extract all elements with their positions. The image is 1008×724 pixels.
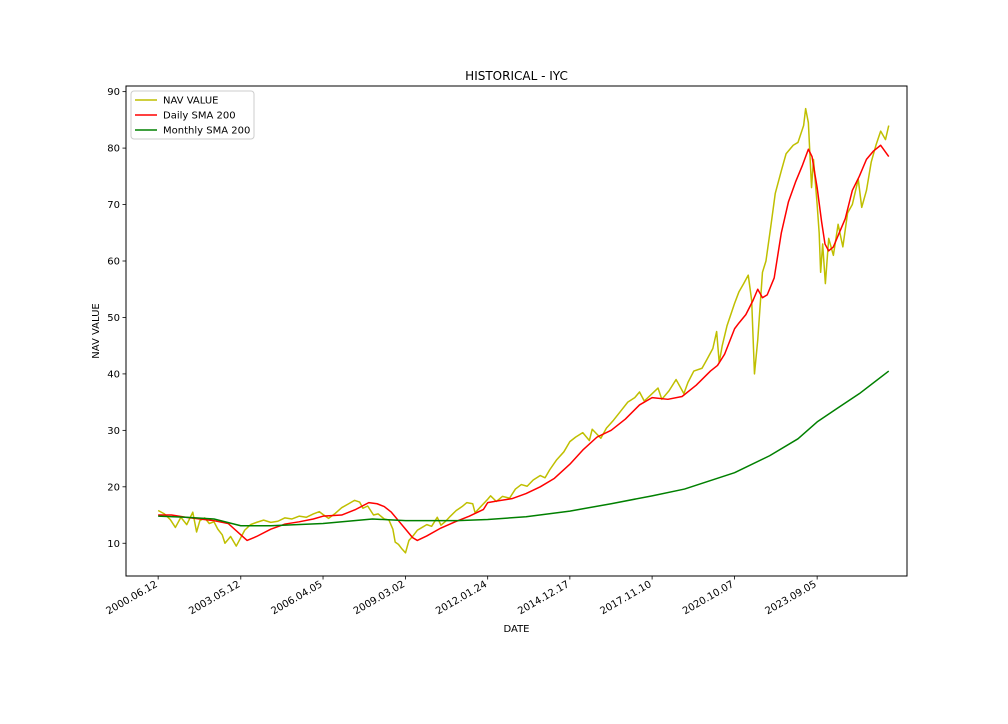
y-tick-label: 70 bbox=[107, 200, 120, 211]
legend-label-2: Monthly SMA 200 bbox=[163, 126, 250, 137]
legend-label-1: Daily SMA 200 bbox=[163, 111, 236, 122]
y-tick-label: 90 bbox=[107, 87, 120, 98]
series-line-1 bbox=[158, 144, 890, 542]
plot-area bbox=[157, 107, 890, 554]
y-tick-label: 50 bbox=[107, 313, 120, 324]
legend-box bbox=[130, 90, 255, 140]
legend: NAV VALUE Daily SMA 200 Monthly SMA 200 bbox=[130, 90, 255, 140]
axes-frame bbox=[125, 85, 908, 577]
chart-title: HISTORICAL - IYC bbox=[465, 69, 568, 83]
y-tick-label: 80 bbox=[107, 144, 120, 155]
y-tick-label: 30 bbox=[107, 426, 120, 437]
y-axis-label: NAV VALUE bbox=[91, 303, 102, 358]
x-axis-label: DATE bbox=[503, 624, 529, 635]
series-line-0 bbox=[157, 107, 890, 554]
y-tick-label: 40 bbox=[107, 369, 120, 380]
y-axis: 10 20 30 40 50 60 70 80 90 bbox=[107, 87, 126, 550]
y-tick-label: 20 bbox=[107, 482, 120, 493]
series-line-2 bbox=[158, 370, 890, 527]
y-tick-label: 10 bbox=[107, 539, 120, 550]
y-tick-label: 60 bbox=[107, 257, 120, 268]
legend-label-0: NAV VALUE bbox=[163, 96, 218, 107]
